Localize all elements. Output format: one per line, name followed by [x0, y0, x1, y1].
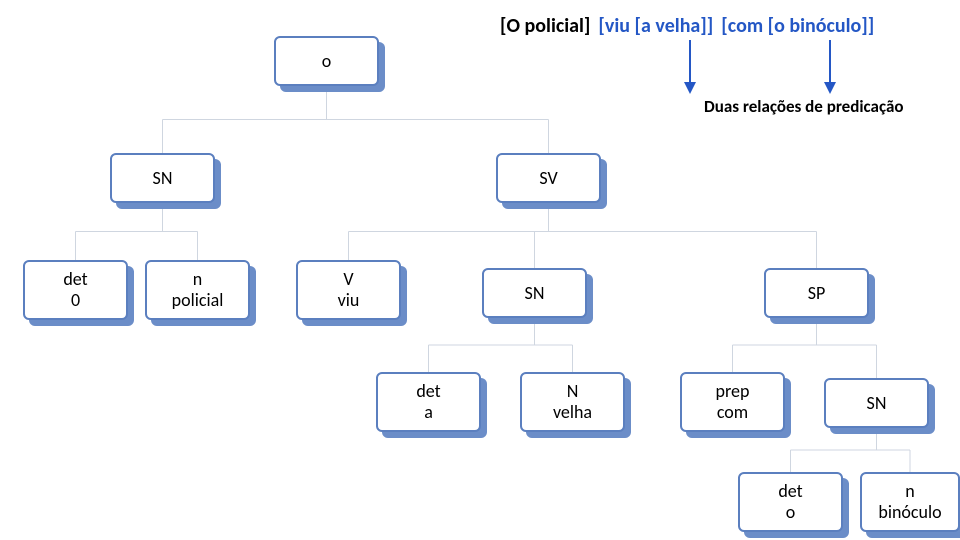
tree-node-o_root: o [274, 36, 379, 86]
node-label: n [193, 269, 202, 290]
node-label: n [905, 481, 914, 502]
node-label: det [63, 269, 87, 290]
node-label: 0 [71, 290, 80, 311]
title-segment: [com [o binóculo]] [721, 14, 874, 38]
node-label: com [717, 402, 748, 423]
node-label: N [567, 381, 579, 402]
node-label: prep [716, 381, 750, 402]
caption-text: Duas relações de predicação [704, 96, 904, 117]
tree-node-sn_obj: SN [482, 268, 587, 318]
node-label: policial [172, 290, 224, 311]
tree-node-sp: SP [764, 268, 869, 318]
node-label: o [786, 502, 796, 523]
tree-node-npol: npolicial [145, 260, 250, 320]
node-label: binóculo [878, 502, 941, 523]
node-label: SV [539, 168, 557, 189]
node-label: SN [153, 168, 173, 189]
node-label: SN [867, 393, 887, 414]
node-label: SN [525, 283, 545, 304]
tree-node-deto: deto [738, 472, 843, 532]
node-label: det [416, 381, 440, 402]
tree-node-vviu: Vviu [296, 260, 401, 320]
tree-node-sn_pp: SN [824, 378, 929, 428]
title-segment: [O policial] [500, 14, 590, 38]
node-label: det [778, 481, 802, 502]
sentence-title: [O policial] [viu [a velha]] [com [o binóc… [500, 14, 874, 38]
title-segment: [viu [a velha]] [598, 14, 713, 38]
tree-node-nbin: nbinóculo [860, 472, 960, 532]
tree-node-sn_l: SN [110, 153, 215, 203]
tree-node-prepcom: prepcom [680, 372, 785, 432]
node-label: o [322, 51, 332, 72]
node-label: SP [808, 283, 826, 304]
tree-node-nvelha: Nvelha [520, 372, 625, 432]
tree-node-det0: det0 [23, 260, 128, 320]
tree-node-sv: SV [496, 153, 601, 203]
node-label: viu [338, 290, 360, 311]
node-label: V [343, 269, 353, 290]
tree-node-deta: deta [376, 372, 481, 432]
node-label: a [424, 402, 433, 423]
node-label: velha [553, 402, 592, 423]
